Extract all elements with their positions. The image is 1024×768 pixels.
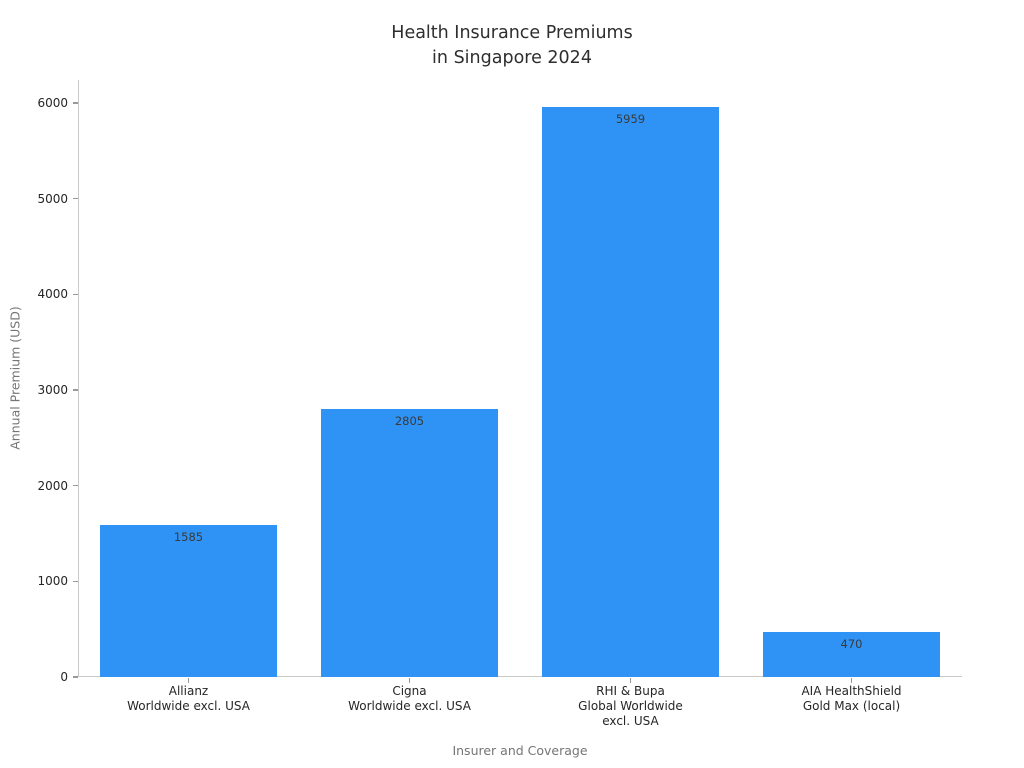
y-tick-label: 5000 [37,191,68,206]
y-tick-label: 2000 [37,478,68,493]
y-axis-label: Annual Premium (USD) [7,306,23,450]
x-tick-label: Allianz Worldwide excl. USA [127,684,250,714]
bar-value-label: 2805 [394,413,425,428]
x-tick-label: AIA HealthShield Gold Max (local) [801,684,902,714]
bar: 470 [763,632,940,677]
x-axis-label: Insurer and Coverage [452,743,588,758]
y-tick-mark [73,198,78,200]
bar-value-label: 5959 [615,111,646,126]
chart-title: Health Insurance Premiums in Singapore 2… [391,23,633,69]
x-tick-mark [187,678,190,683]
x-tick-mark [629,678,632,683]
plot-area [78,80,962,677]
y-tick-mark [73,293,78,295]
x-tick-mark [408,678,411,683]
y-tick-mark [73,389,78,391]
y-tick-mark [73,102,78,104]
x-tick-mark [850,678,853,683]
y-tick-label: 3000 [37,383,68,397]
y-tick-mark [73,580,78,582]
y-tick-label: 0 [60,670,68,684]
bar: 5959 [542,106,719,677]
x-tick-label: Cigna Worldwide excl. USA [348,684,471,714]
bar-value-label: 1585 [173,530,204,545]
y-tick-mark [73,485,78,487]
y-tick-label: 4000 [37,287,68,302]
bar-value-label: 470 [840,637,863,652]
bar: 1585 [100,525,277,677]
y-tick-label: 6000 [37,96,68,110]
y-tick-mark [73,676,78,678]
x-tick-label: RHI & Bupa Global Worldwide excl. USA [578,684,683,729]
bar: 2805 [321,408,498,677]
y-tick-label: 1000 [37,574,68,589]
